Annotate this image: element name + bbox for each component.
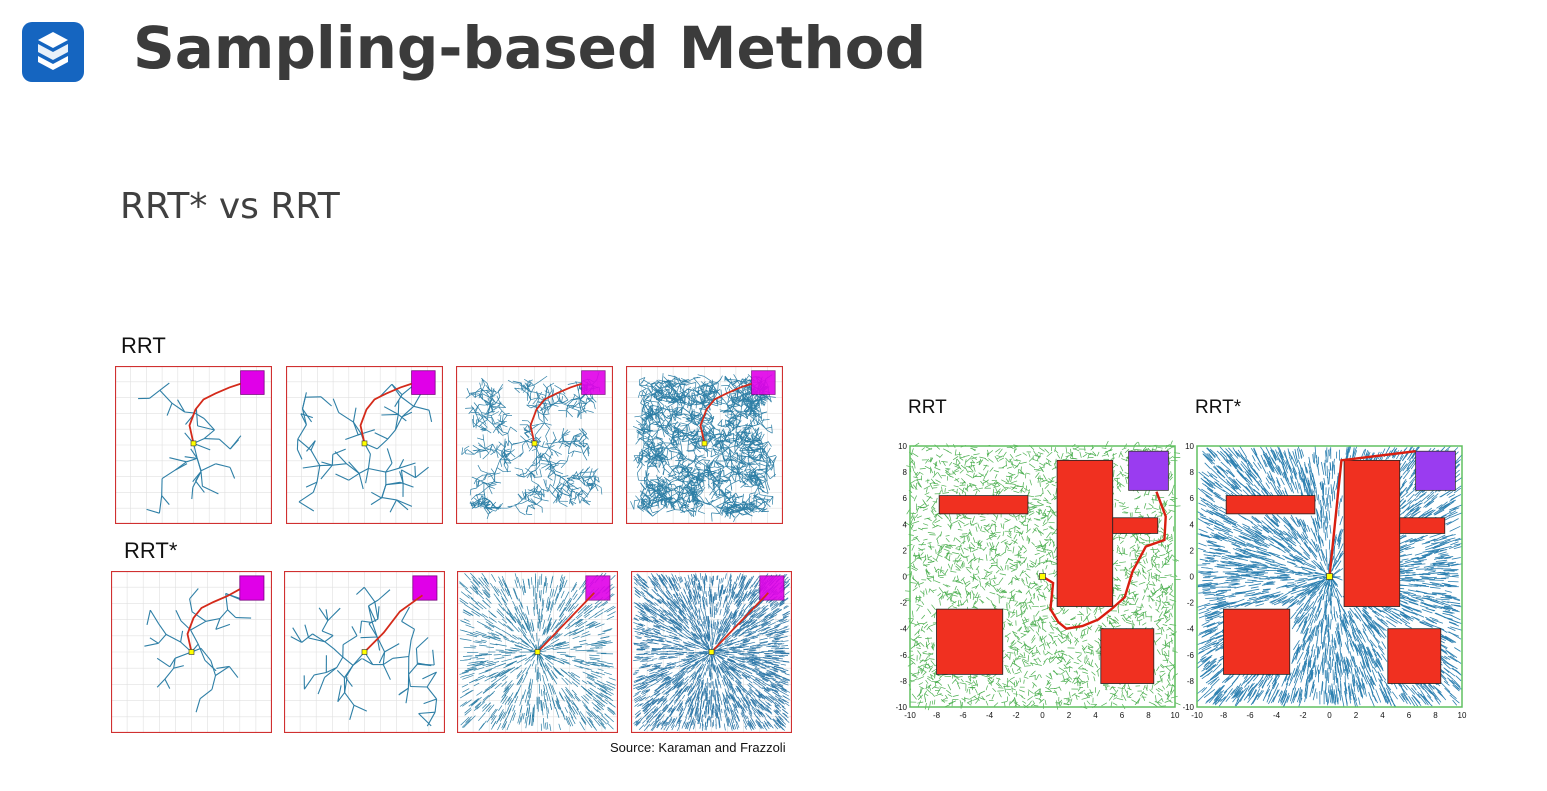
y-tick-label: 10 bbox=[1185, 442, 1194, 451]
y-tick-label: -10 bbox=[896, 703, 908, 712]
x-tick-label: -2 bbox=[1012, 711, 1020, 720]
x-tick-label: -8 bbox=[1220, 711, 1228, 720]
x-tick-label: -10 bbox=[1191, 711, 1203, 720]
rrt-star-panel-3 bbox=[457, 571, 618, 733]
y-tick-label: 8 bbox=[903, 468, 908, 477]
y-tick-label: -8 bbox=[1187, 677, 1195, 686]
x-tick-label: 8 bbox=[1433, 711, 1438, 720]
y-tick-label: 0 bbox=[1190, 573, 1195, 582]
x-tick-label: 8 bbox=[1146, 711, 1151, 720]
y-tick-label: 8 bbox=[1190, 468, 1195, 477]
x-tick-label: 6 bbox=[1120, 711, 1125, 720]
rrt-star-panel-4 bbox=[631, 571, 792, 733]
x-tick-label: -4 bbox=[1273, 711, 1281, 720]
y-tick-label: -8 bbox=[900, 677, 908, 686]
x-tick-label: 0 bbox=[1040, 711, 1045, 720]
rrt-panel-3 bbox=[456, 366, 613, 524]
x-tick-label: 0 bbox=[1327, 711, 1332, 720]
rrt-star-panel-1 bbox=[111, 571, 272, 733]
y-tick-label: -2 bbox=[1187, 599, 1195, 608]
y-tick-label: -4 bbox=[900, 625, 908, 634]
y-tick-label: 0 bbox=[903, 573, 908, 582]
x-tick-label: 6 bbox=[1407, 711, 1412, 720]
x-tick-label: 4 bbox=[1380, 711, 1385, 720]
y-tick-label: -10 bbox=[1183, 703, 1195, 712]
rrt-obstacle-plot: -10 -10 -8 -8 -6 -6 -4 -4 -2 -2 0 0 2 2 4 4 6 6 8 8 10 10 bbox=[896, 440, 1181, 725]
y-tick-label: 6 bbox=[1190, 494, 1195, 503]
y-tick-label: 2 bbox=[903, 546, 908, 555]
source-caption: Source: Karaman and Frazzoli bbox=[610, 740, 786, 755]
left-row-label-rrt-star: RRT* bbox=[124, 538, 178, 563]
x-tick-label: 2 bbox=[1354, 711, 1359, 720]
rrt-panel-4 bbox=[626, 366, 783, 524]
rrt-star-panel-2 bbox=[284, 571, 445, 733]
x-tick-label: 10 bbox=[1458, 711, 1467, 720]
x-tick-label: -4 bbox=[986, 711, 994, 720]
company-logo-icon bbox=[22, 22, 84, 82]
x-tick-label: -2 bbox=[1299, 711, 1307, 720]
y-tick-label: -6 bbox=[900, 651, 908, 660]
x-tick-label: -8 bbox=[933, 711, 941, 720]
left-row-label-rrt: RRT bbox=[121, 333, 166, 358]
x-tick-label: -10 bbox=[904, 711, 916, 720]
rrt-panel-2 bbox=[286, 366, 443, 524]
y-tick-label: -4 bbox=[1187, 625, 1195, 634]
y-tick-label: 6 bbox=[903, 494, 908, 503]
right-label-rrt: RRT bbox=[908, 397, 947, 418]
page-title: Sampling-based Method bbox=[133, 14, 927, 82]
rrt-panel-1 bbox=[115, 366, 272, 524]
slide-subtitle: RRT* vs RRT bbox=[120, 186, 340, 227]
y-tick-label: 4 bbox=[1190, 520, 1195, 529]
x-tick-label: 4 bbox=[1093, 711, 1098, 720]
x-tick-label: 10 bbox=[1171, 711, 1180, 720]
y-tick-label: 2 bbox=[1190, 546, 1195, 555]
x-tick-label: 2 bbox=[1067, 711, 1072, 720]
y-tick-label: -6 bbox=[1187, 651, 1195, 660]
rrt-star-obstacle-plot: -10 -10 -8 -8 -6 -6 -4 -4 -2 -2 0 0 2 2 4 4 6 6 8 8 10 10 bbox=[1183, 440, 1468, 725]
right-label-rrt-star: RRT* bbox=[1195, 397, 1242, 418]
x-tick-label: -6 bbox=[1246, 711, 1254, 720]
x-tick-label: -6 bbox=[959, 711, 967, 720]
y-tick-label: 4 bbox=[903, 520, 908, 529]
y-tick-label: -2 bbox=[900, 599, 908, 608]
y-tick-label: 10 bbox=[898, 442, 907, 451]
